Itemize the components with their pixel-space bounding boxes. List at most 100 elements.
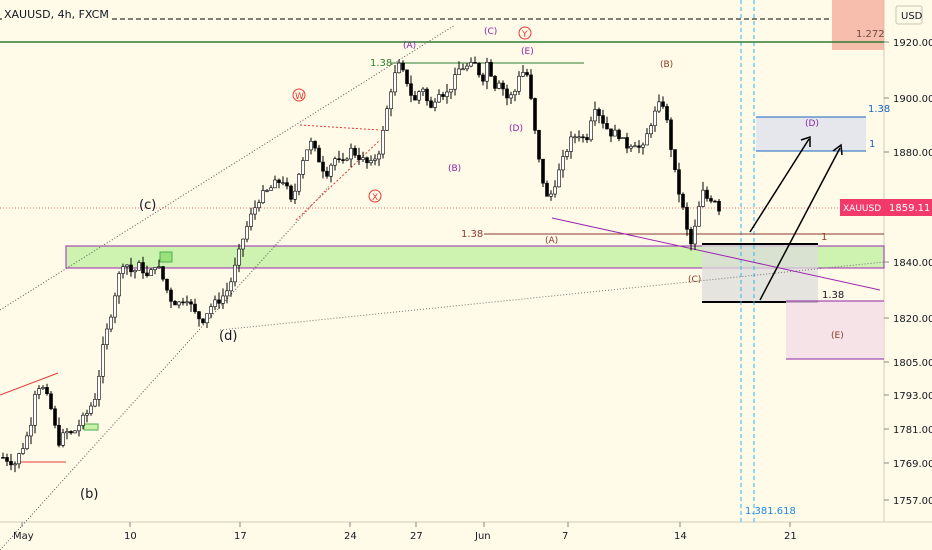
candle-body: [213, 299, 217, 307]
candle-body: [701, 189, 705, 207]
projection-arrows[interactable]: [749, 135, 843, 301]
price-tick-label: 1900.00: [893, 94, 932, 105]
candle-body: [573, 136, 577, 139]
price-tick-label: 1757.00: [893, 496, 932, 507]
candle-body: [241, 238, 245, 250]
candle-body: [525, 72, 529, 76]
wave-label-b-lower: (b): [80, 487, 98, 502]
wave-e-trend-line[interactable]: [551, 217, 881, 291]
candle-body: [493, 75, 497, 89]
wave-label-c-lower: (c): [139, 198, 156, 213]
candle-body: [641, 144, 645, 148]
candle-body: [605, 123, 609, 130]
candle-body: [185, 301, 189, 304]
reaction-box[interactable]: [702, 244, 818, 302]
candle-body: [445, 91, 449, 97]
symbol-header[interactable]: XAUUSD, 4h, FXCM: [2, 8, 111, 21]
candle-body: [257, 202, 261, 209]
candle-body: [277, 179, 281, 183]
candle-body: [717, 200, 721, 212]
candle-body: [373, 158, 377, 161]
target-box-e[interactable]: [786, 301, 884, 359]
candle-body: [237, 248, 241, 266]
candle-body: [293, 190, 297, 200]
price-tick-label: 1769.00: [893, 459, 932, 470]
candle-body: [489, 61, 493, 77]
candle-body: [157, 266, 161, 268]
candle-body: [589, 120, 593, 141]
candle-body: [25, 435, 29, 449]
candle-body: [89, 405, 93, 414]
candle-body: [665, 106, 669, 121]
candle-body: [441, 94, 445, 97]
candle-body: [193, 303, 197, 312]
candle-body: [73, 430, 77, 434]
candle-body: [309, 140, 313, 151]
candle-body: [453, 74, 457, 90]
time-axis[interactable]: May 10 17 24 27 Jun 7 14 21: [13, 522, 797, 542]
candle-body: [341, 159, 345, 161]
candle-body: [621, 137, 625, 139]
candle-body: [433, 101, 437, 108]
candle-body: [561, 156, 565, 171]
candle-body: [685, 206, 689, 230]
candle-body: [273, 179, 277, 189]
candle-body: [197, 311, 201, 320]
candle-body: [693, 225, 697, 245]
candle-body: [21, 448, 25, 454]
candle-body: [69, 431, 73, 434]
candle-body: [325, 170, 329, 177]
candle-body: [105, 328, 109, 345]
candle-body: [601, 115, 605, 124]
candle-body: [357, 154, 361, 160]
candle-body: [141, 262, 145, 274]
candle-body: [705, 189, 709, 199]
red-wedge-line: [0, 372, 59, 396]
candle-body: [361, 157, 365, 160]
candle-body: [513, 90, 517, 96]
upper-channel-line[interactable]: [0, 24, 456, 311]
candle-body: [469, 62, 473, 67]
candle-body: [501, 82, 505, 90]
candle-body: [117, 273, 121, 297]
candle-body: [581, 136, 585, 139]
candle-body: [353, 147, 357, 156]
candlestick-series: [1, 56, 721, 473]
arrow-path-2: [759, 147, 841, 301]
candle-body: [121, 266, 125, 274]
candle-body: [633, 145, 637, 148]
lower-channel-line[interactable]: [0, 184, 331, 550]
candle-body: [553, 186, 557, 195]
candle-body: [713, 200, 717, 203]
candle-body: [649, 125, 653, 135]
candle-body: [17, 453, 21, 465]
candle-body: [65, 431, 69, 434]
support-zone-marker: [159, 251, 173, 263]
candle-body: [617, 129, 621, 139]
candle-body: [537, 130, 541, 160]
candle-body: [697, 206, 701, 227]
arrow-head-2: [832, 143, 843, 156]
dotted-trend-line[interactable]: [219, 261, 885, 331]
candle-body: [345, 158, 349, 161]
target-box-d[interactable]: [756, 117, 866, 151]
candle-body: [41, 387, 45, 389]
candle-body: [465, 65, 469, 70]
wave-label-c-top: (C): [484, 27, 497, 37]
candle-body: [225, 290, 229, 297]
currency-badge[interactable]: USD: [895, 5, 923, 25]
candle-body: [113, 295, 117, 318]
candle-body: [393, 72, 397, 93]
candle-body: [177, 301, 181, 306]
candle-body: [53, 408, 57, 426]
candle-body: [181, 301, 185, 304]
candle-body: [557, 169, 561, 188]
candle-body: [381, 130, 385, 155]
wave-label-y: Y: [521, 30, 528, 40]
candle-body: [405, 69, 409, 85]
candle-body: [1, 457, 5, 459]
candle-body: [365, 157, 369, 164]
wave-label-x: X: [372, 193, 378, 203]
candle-body: [577, 136, 581, 139]
